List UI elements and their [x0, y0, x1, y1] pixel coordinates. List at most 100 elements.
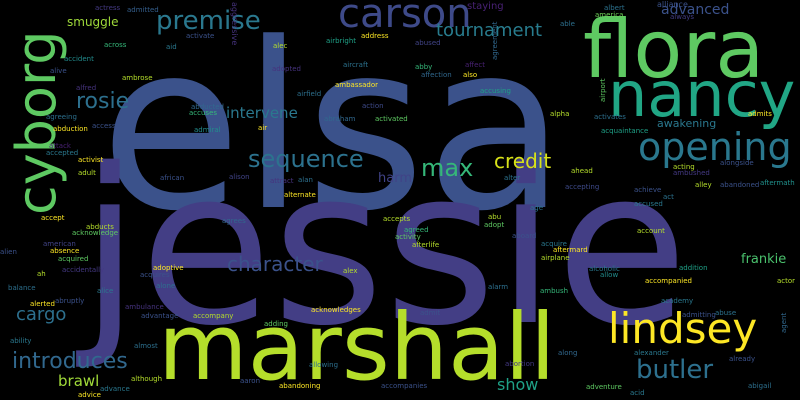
word-addition: addition: [679, 264, 708, 272]
word-alice: alice: [97, 287, 114, 295]
word-access: access: [92, 122, 116, 130]
word-alexander: alexander: [634, 349, 669, 357]
word-abruptly: abruptly: [55, 297, 85, 305]
word-accepts: accepts: [383, 215, 411, 223]
word-actress: actress: [95, 4, 121, 12]
word-alex: alex: [343, 267, 358, 275]
word-admitted: admitted: [127, 6, 159, 14]
word-abandoning: abandoning: [279, 382, 321, 390]
word-accident: accident: [64, 55, 94, 63]
word-along: along: [558, 349, 578, 357]
word-harm: harm: [378, 171, 412, 186]
word-awakening: awakening: [657, 117, 717, 130]
word-abandoned: abandoned: [720, 181, 760, 189]
word-american: american: [43, 240, 76, 248]
word-alerted: alerted: [30, 300, 55, 308]
word-address: address: [361, 32, 389, 40]
word-accept: accept: [41, 214, 65, 222]
word-abused: abused: [415, 39, 441, 47]
word-already: already: [729, 355, 756, 363]
word-accidentally: accidentally: [62, 266, 105, 274]
word-acknowledge: acknowledge: [72, 229, 119, 237]
word-alarm: alarm: [488, 283, 509, 291]
word-age: age: [530, 204, 544, 212]
word-almost: almost: [134, 342, 158, 350]
word-alive: alive: [50, 67, 67, 75]
word-action: action: [362, 102, 384, 110]
word-alternate: alternate: [284, 191, 316, 199]
word-adding: adding: [264, 320, 289, 328]
word-accompanies: accompanies: [381, 382, 428, 390]
word-affection: affection: [421, 71, 452, 79]
word-abortion: abortion: [505, 360, 535, 368]
word-actor: actor: [777, 277, 796, 285]
word-airbright: airbright: [326, 37, 357, 45]
word-allowing: allowing: [309, 361, 339, 369]
word-introduces: introduces: [12, 349, 128, 374]
word-ahead: ahead: [571, 167, 593, 175]
word-jessie: jessie: [80, 122, 689, 373]
word-activity: activity: [395, 233, 421, 241]
word-air: air: [258, 124, 268, 132]
word-ambrose: ambrose: [122, 74, 153, 82]
word-alec: alec: [273, 42, 288, 50]
word-attack: attack: [49, 142, 71, 150]
word-show: show: [497, 375, 539, 394]
word-abducted: abducted: [191, 103, 224, 111]
word-staying: staying: [467, 1, 504, 12]
word-adopt: adopt: [484, 221, 505, 229]
word-activate: activate: [186, 32, 215, 40]
word-always: always: [670, 13, 695, 21]
word-abuse: abuse: [715, 309, 737, 317]
word-activist: activist: [78, 156, 104, 164]
word-accepting: accepting: [565, 183, 600, 191]
word-ambushed: ambushed: [673, 169, 710, 177]
word-alley: alley: [695, 181, 712, 189]
word-america: america: [595, 11, 624, 19]
word-balance: balance: [8, 284, 36, 292]
word-smuggle: smuggle: [67, 15, 119, 29]
word-advice: advice: [78, 391, 101, 399]
word-abducts: abducts: [86, 223, 114, 231]
word-adventure: adventure: [586, 383, 622, 391]
word-adoptive: adoptive: [153, 264, 184, 272]
word-accusing: accusing: [480, 87, 511, 95]
word-african: african: [160, 174, 185, 182]
word-abraham: abraham: [324, 115, 356, 123]
word-premise: premise: [156, 6, 261, 36]
word-admits: admits: [748, 110, 772, 118]
word-alan: alan: [298, 176, 313, 184]
word-act: act: [663, 193, 674, 201]
word-acquire: acquire: [541, 240, 567, 248]
word-alliance: alliance: [657, 0, 688, 9]
word-alison: alison: [229, 173, 250, 181]
word-afterlife: afterlife: [412, 241, 440, 249]
word-cargo: cargo: [16, 304, 67, 325]
word-ambush: ambush: [540, 287, 569, 295]
word-character: character: [227, 252, 323, 276]
word-aboard: aboard: [512, 232, 537, 240]
word-abigail: abigail: [748, 382, 772, 390]
word-airport: airport: [599, 78, 607, 102]
word-agreed: agreed: [404, 226, 429, 234]
word-credit: credit: [494, 149, 552, 173]
word-acquired: acquired: [58, 255, 89, 263]
word-tournament: tournament: [436, 20, 543, 41]
word-able: able: [560, 20, 575, 28]
word-attract: attract: [270, 177, 294, 185]
word-academy: academy: [661, 297, 694, 305]
word-abduction: abduction: [53, 125, 88, 133]
word-acquires: acquires: [140, 271, 170, 279]
word-alone: alone: [156, 282, 176, 290]
word-aftermath: aftermath: [760, 179, 795, 187]
word-aaron: aaron: [240, 377, 261, 385]
word-activates: activates: [594, 113, 626, 121]
word-achieve: achieve: [634, 186, 662, 194]
word-aggressive: aggressive: [230, 2, 239, 46]
word-intervene: intervene: [226, 104, 298, 122]
word-opening: opening: [638, 125, 792, 169]
word-adopted: adopted: [272, 65, 301, 73]
word-aftermard: aftermard: [553, 246, 588, 254]
word-acknowledges: acknowledges: [311, 306, 361, 314]
